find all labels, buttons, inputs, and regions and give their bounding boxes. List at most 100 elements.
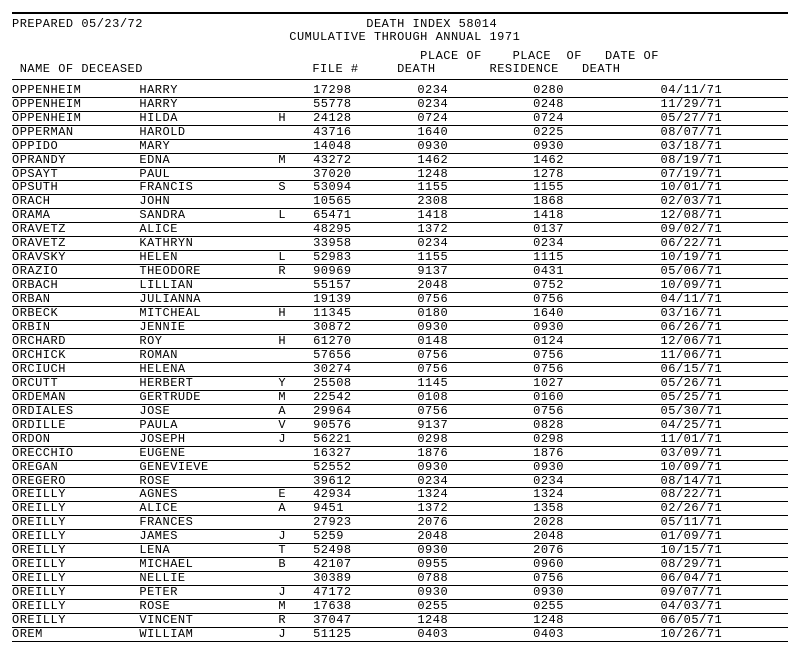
middle-initial: J: [278, 586, 313, 600]
date-of-death: 02/26/71: [661, 502, 788, 516]
page-header: PREPARED 05/23/72 DEATH INDEX 58014 CUMU…: [12, 18, 788, 44]
table-row: ORBACHLILLIAN551572048075210/09/71: [12, 279, 788, 293]
date-of-death: 06/05/71: [661, 614, 788, 628]
last-name: OREILLY: [12, 502, 139, 516]
place-of-death: 2048: [417, 279, 533, 293]
table-row: OREILLYMICHAELB421070955096008/29/71: [12, 558, 788, 572]
middle-initial: A: [278, 502, 313, 516]
first-name: HILDA: [139, 111, 278, 125]
col-dod-1: DATE OF: [605, 49, 659, 63]
date-of-death: 11/01/71: [661, 432, 788, 446]
place-of-death: 1462: [417, 153, 533, 167]
table-row: OREILLYALICEA94511372135802/26/71: [12, 502, 788, 516]
first-name: JOSEPH: [139, 432, 278, 446]
table-row: ORCUTTHERBERTY255081145102705/26/71: [12, 376, 788, 390]
place-of-death: 1372: [417, 502, 533, 516]
date-of-death: 12/06/71: [661, 334, 788, 348]
first-name: JOSE: [139, 404, 278, 418]
middle-initial: R: [278, 614, 313, 628]
first-name: HARRY: [139, 84, 278, 97]
last-name: OPSUTH: [12, 181, 139, 195]
middle-initial: [278, 84, 313, 97]
place-of-residence: 1640: [533, 307, 660, 321]
place-of-death: 1640: [417, 125, 533, 139]
first-name: PAULA: [139, 418, 278, 432]
place-of-residence: 0756: [533, 293, 660, 307]
last-name: OREILLY: [12, 558, 139, 572]
first-name: KATHRYN: [139, 237, 278, 251]
first-name: ROSE: [139, 474, 278, 488]
first-name: LENA: [139, 544, 278, 558]
first-name: HERBERT: [139, 376, 278, 390]
first-name: AGNES: [139, 488, 278, 502]
middle-initial: [278, 572, 313, 586]
place-of-residence: 1324: [533, 488, 660, 502]
date-of-death: 02/03/71: [661, 195, 788, 209]
middle-initial: [278, 195, 313, 209]
date-of-death: 03/09/71: [661, 446, 788, 460]
middle-initial: J: [278, 627, 313, 641]
place-of-death: 0756: [417, 348, 533, 362]
place-of-death: 1145: [417, 376, 533, 390]
last-name: OREILLY: [12, 614, 139, 628]
table-row: OPRANDYEDNAM432721462146208/19/71: [12, 153, 788, 167]
date-of-death: 04/11/71: [661, 84, 788, 97]
prepared-date: 05/23/72: [81, 17, 143, 31]
place-of-residence: 0234: [533, 474, 660, 488]
file-number: 48295: [313, 223, 417, 237]
table-row: ORAVETZALICE482951372013709/02/71: [12, 223, 788, 237]
file-number: 11345: [313, 307, 417, 321]
middle-initial: M: [278, 153, 313, 167]
table-row: ORCHICKROMAN576560756075611/06/71: [12, 348, 788, 362]
last-name: OPSAYT: [12, 167, 139, 181]
place-of-residence: 1418: [533, 209, 660, 223]
table-row: ORECCHIOEUGENE163271876187603/09/71: [12, 446, 788, 460]
place-of-death: 0403: [417, 627, 533, 641]
middle-initial: [278, 139, 313, 153]
last-name: OREILLY: [12, 488, 139, 502]
last-name: OREM: [12, 627, 139, 641]
place-of-death: 0255: [417, 600, 533, 614]
file-number: 17298: [313, 84, 417, 97]
file-number: 33958: [313, 237, 417, 251]
middle-initial: M: [278, 600, 313, 614]
last-name: ORAVETZ: [12, 237, 139, 251]
place-of-death: 0930: [417, 544, 533, 558]
date-of-death: 05/11/71: [661, 516, 788, 530]
file-number: 39612: [313, 474, 417, 488]
place-of-residence: 0756: [533, 572, 660, 586]
middle-initial: V: [278, 418, 313, 432]
table-row: ORBINJENNIE308720930093006/26/71: [12, 321, 788, 335]
place-of-death: 1324: [417, 488, 533, 502]
table-row: ORDIALESJOSEA299640756075605/30/71: [12, 404, 788, 418]
place-of-death: 0788: [417, 572, 533, 586]
middle-initial: [278, 237, 313, 251]
col-dod-2: DEATH: [582, 62, 621, 76]
place-of-residence: 0280: [533, 84, 660, 97]
file-number: 51125: [313, 627, 417, 641]
file-number: 30274: [313, 362, 417, 376]
place-of-death: 2076: [417, 516, 533, 530]
place-of-residence: 2076: [533, 544, 660, 558]
file-number: 57656: [313, 348, 417, 362]
file-number: 25508: [313, 376, 417, 390]
first-name: GERTRUDE: [139, 390, 278, 404]
middle-initial: [278, 167, 313, 181]
file-number: 22542: [313, 390, 417, 404]
table-row: OREILLYNELLIE303890788075606/04/71: [12, 572, 788, 586]
file-number: 52552: [313, 460, 417, 474]
table-row: OREILLYLENAT524980930207610/15/71: [12, 544, 788, 558]
first-name: HELENA: [139, 362, 278, 376]
middle-initial: [278, 474, 313, 488]
first-name: EDNA: [139, 153, 278, 167]
place-of-residence: 0160: [533, 390, 660, 404]
date-of-death: 06/15/71: [661, 362, 788, 376]
place-of-death: 0234: [417, 237, 533, 251]
first-name: MICHAEL: [139, 558, 278, 572]
file-number: 24128: [313, 111, 417, 125]
table-row: OREILLYVINCENTR370471248124806/05/71: [12, 614, 788, 628]
place-of-death: 1876: [417, 446, 533, 460]
file-number: 37047: [313, 614, 417, 628]
last-name: ORBECK: [12, 307, 139, 321]
place-of-death: 1248: [417, 614, 533, 628]
